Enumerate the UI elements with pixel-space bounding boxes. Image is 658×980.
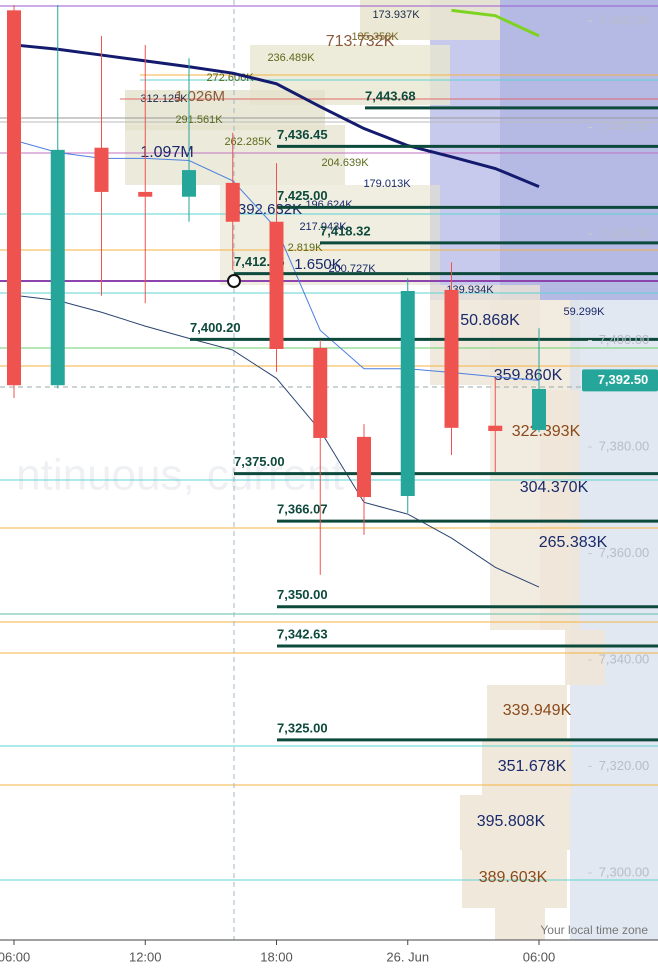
volume-label: 179.013K: [363, 178, 411, 190]
watermark: ntinuous, current: [16, 451, 344, 500]
level-label: 7,342.63: [277, 626, 328, 641]
candle-body: [94, 147, 109, 192]
profile-box: [360, 0, 500, 40]
volume-label: 262.285K: [224, 136, 272, 148]
level-label: 7,400.20: [190, 320, 241, 335]
volume-label: 1.650K: [294, 256, 342, 273]
x-tick-label: 12:00: [129, 949, 162, 964]
level-label: 7,350.00: [277, 587, 328, 602]
profile-box: [487, 685, 567, 740]
level-label: 7,418.32: [320, 223, 371, 238]
volume-label: 395.808K: [477, 813, 546, 830]
candle-body: [182, 170, 196, 197]
x-tick-label: 18:00: [260, 949, 293, 964]
candle-body: [400, 290, 415, 496]
candle-body: [269, 221, 284, 350]
x-axis-bg: [0, 941, 658, 980]
volume-label: 1.026M: [175, 88, 225, 105]
y-tick-label: 7,400.00: [599, 332, 650, 347]
candle-body: [138, 191, 153, 197]
volume-label: 392.632K: [238, 201, 302, 218]
profile-box: [125, 90, 325, 130]
profile-box: [482, 740, 572, 795]
volume-label: 173.937K: [372, 9, 420, 21]
indicator-line: [13, 294, 540, 588]
x-tick-label: 26. Jun: [386, 949, 429, 964]
profile-box: [540, 390, 580, 630]
volume-label: 200.727K: [328, 263, 376, 275]
volume-label: 713.732K: [326, 33, 395, 50]
level-label: 7,443.68: [365, 88, 416, 103]
indicator-line: [451, 8, 540, 38]
y-tick-label: 7,420.00: [599, 225, 650, 240]
level-label: 7,436.45: [277, 127, 328, 142]
volume-label: 59.299K: [564, 306, 606, 318]
y-tick-label: 7,460.00: [599, 12, 650, 27]
x-tick-label: 06:00: [523, 949, 556, 964]
volume-label: 217.943K: [299, 221, 347, 233]
level-label: 7,366.07: [277, 502, 328, 517]
volume-label: 339.949K: [503, 702, 572, 719]
volume-label: 1.097M: [140, 144, 193, 161]
y-tick-label: 7,440.00: [599, 119, 650, 134]
volume-label: 2.819K: [288, 242, 324, 254]
profile-box: [460, 795, 570, 850]
candle-body: [357, 436, 371, 498]
volume-label: 204.639K: [321, 157, 369, 169]
candle-body: [444, 289, 459, 428]
candle-body: [50, 149, 65, 386]
candle-body: [225, 182, 240, 222]
footnote: Your local time zone: [540, 923, 648, 937]
volume-label: 359.860K: [494, 367, 563, 384]
level-label: 7,325.00: [277, 720, 328, 735]
volume-label: 291.561K: [175, 114, 223, 126]
y-tick-label: 7,320.00: [599, 758, 650, 773]
level-label: 7,375.00: [234, 454, 285, 469]
y-tick-label: 7,340.00: [599, 651, 650, 666]
last-price-tag: [582, 369, 658, 392]
volume-label: 265.383K: [539, 534, 608, 551]
level-marker: [227, 274, 241, 288]
volume-label: 50.868K: [460, 312, 520, 329]
profile-box: [462, 850, 567, 908]
candle-body: [532, 388, 546, 430]
candle-body: [313, 347, 328, 438]
volume-label: 304.370K: [520, 479, 589, 496]
y-tick-label: 7,300.00: [599, 864, 650, 879]
profile-box: [220, 185, 440, 285]
volume-label: 322.393K: [512, 423, 581, 440]
x-tick-label: 06:00: [0, 949, 30, 964]
volume-label: 236.489K: [267, 52, 315, 64]
profile-box: [495, 908, 545, 940]
profile-box: [565, 630, 605, 685]
profile-box: [570, 300, 658, 940]
level-label: 7,425.00: [277, 188, 328, 203]
volume-label: 351.678K: [498, 758, 567, 775]
candle-body: [488, 425, 503, 432]
last-price-label: 7,392.50: [598, 372, 649, 387]
candle-body: [7, 10, 21, 386]
volume-label: 389.603K: [479, 869, 548, 886]
y-tick-label: 7,360.00: [599, 545, 650, 560]
volume-label: 312.125K: [140, 93, 188, 105]
y-tick-label: 7,380.00: [599, 438, 650, 453]
volume-label: 185.358K: [351, 31, 399, 43]
profile-box: [125, 125, 345, 185]
